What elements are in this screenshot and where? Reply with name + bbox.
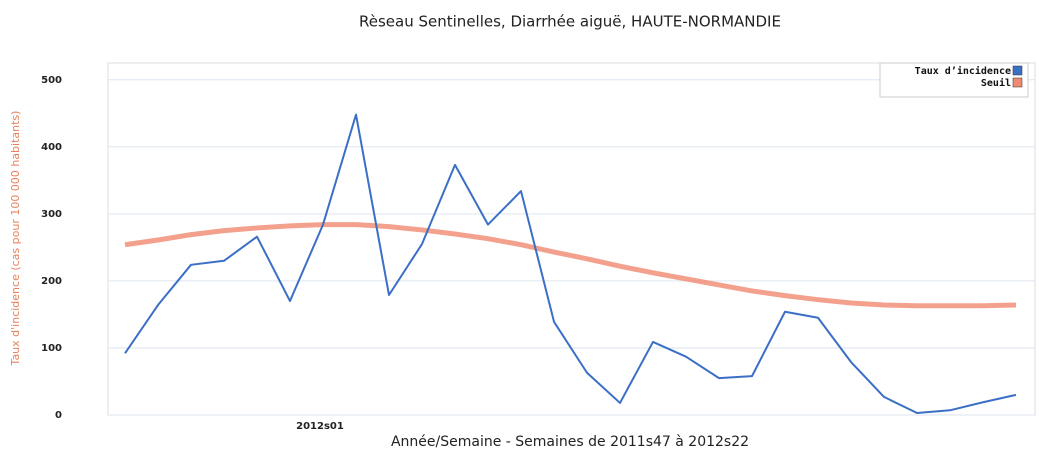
y-tick-label: 100 xyxy=(41,343,62,354)
legend-swatch xyxy=(1012,77,1023,88)
chart-title: Rèseau Sentinelles, Diarrhée aiguë, HAUT… xyxy=(359,13,781,31)
legend-label: Taux d’incidence xyxy=(915,65,1011,77)
y-axis-label: Taux d'incidence (cas pour 100 000 habit… xyxy=(9,111,22,367)
y-tick-label: 300 xyxy=(41,209,62,220)
y-tick-label: 400 xyxy=(41,142,62,153)
legend-swatch xyxy=(1012,65,1023,76)
y-tick-label: 0 xyxy=(55,410,62,421)
y-tick-label: 500 xyxy=(41,75,62,86)
legend-label: Seuil xyxy=(981,77,1011,89)
legend-box xyxy=(879,62,1029,98)
y-tick-label: 200 xyxy=(41,276,62,287)
plot-area xyxy=(107,62,1036,416)
x-axis-label: Année/Semaine - Semaines de 2011s47 à 20… xyxy=(391,434,749,450)
series-line xyxy=(124,222,1017,309)
x-tick-label: 2012s01 xyxy=(296,421,344,432)
series-line xyxy=(124,113,1017,414)
